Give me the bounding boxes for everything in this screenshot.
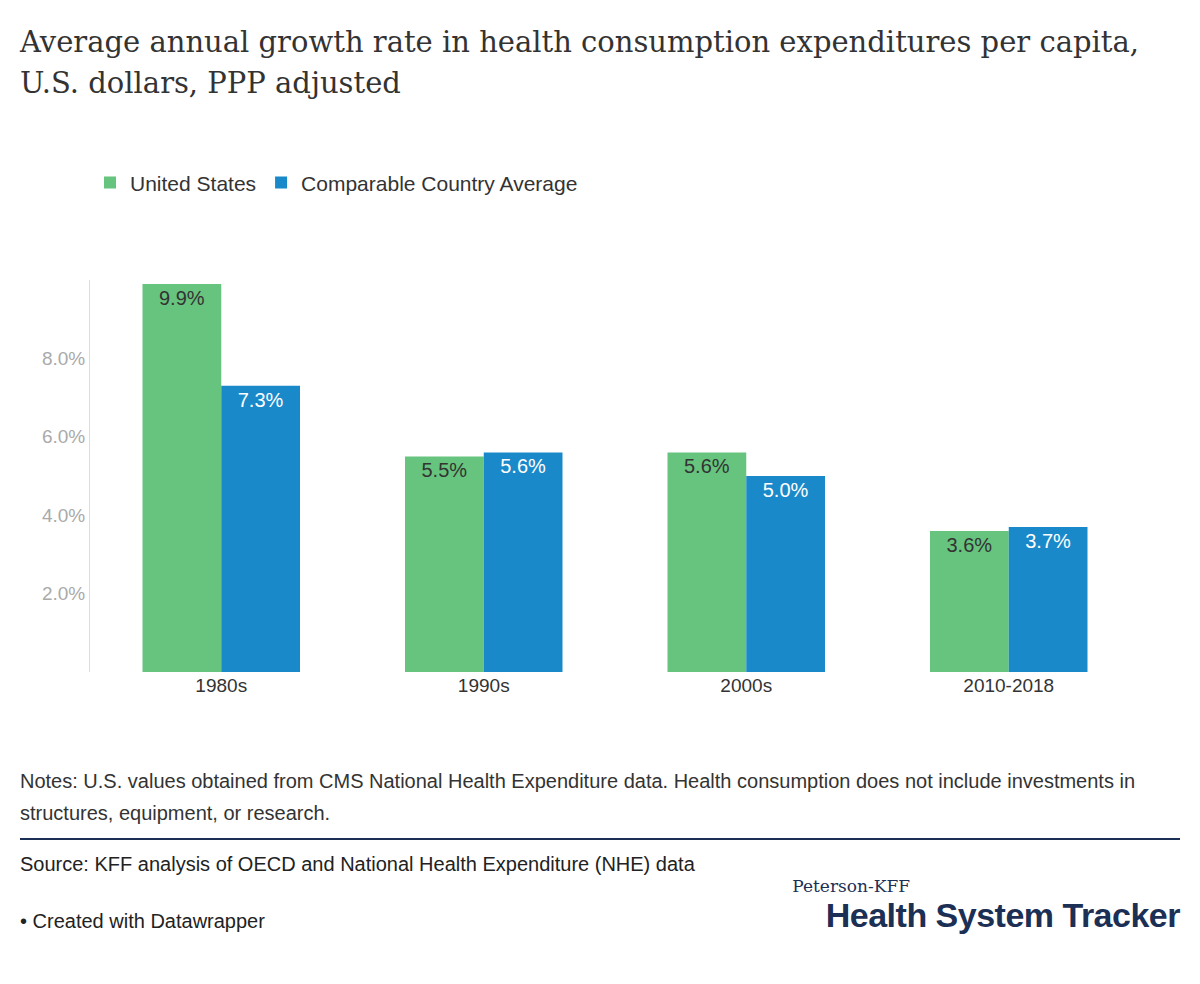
svg-text:5.6%: 5.6% <box>500 455 546 477</box>
html-text:Notes: U.S. values obtained fr: Notes: U.S. values obtained from CMS Nat… <box>20 770 1136 824</box>
svg-text:1990s: 1990s <box>458 675 510 696</box>
svg-text:2010-2018: 2010-2018 <box>963 675 1054 696</box>
svg-text:2000s: 2000s <box>720 675 772 696</box>
svg-text:4.0%: 4.0% <box>42 505 85 526</box>
html-text:Health System Tracker: Health System Tracker <box>825 896 1180 934</box>
svg-text:6.0%: 6.0% <box>42 426 85 447</box>
svg-text:Comparable Country Average: Comparable Country Average <box>301 172 577 195</box>
svg-text:5.6%: 5.6% <box>684 455 730 477</box>
svg-text:2.0%: 2.0% <box>42 583 85 604</box>
svg-text:5.0%: 5.0% <box>763 479 809 501</box>
svg-text:3.7%: 3.7% <box>1025 530 1071 552</box>
svg-text:8.0%: 8.0% <box>42 348 85 369</box>
html-text:• Created with Datawrapper: • Created with Datawrapper <box>20 910 265 932</box>
svg-text:9.9%: 9.9% <box>159 287 205 309</box>
svg-text:7.3%: 7.3% <box>238 389 284 411</box>
svg-text:United States: United States <box>130 172 256 195</box>
svg-text:1980s: 1980s <box>195 675 247 696</box>
html-text:Peterson-KFF: Peterson-KFF <box>792 876 910 896</box>
html-text:Source: KFF analysis of OECD a: Source: KFF analysis of OECD and Nationa… <box>20 853 695 875</box>
html-text:Average annual growth rate in: Average annual growth rate in health con… <box>20 25 1139 100</box>
svg-text:5.5%: 5.5% <box>421 459 467 481</box>
svg-text:3.6%: 3.6% <box>946 534 992 556</box>
